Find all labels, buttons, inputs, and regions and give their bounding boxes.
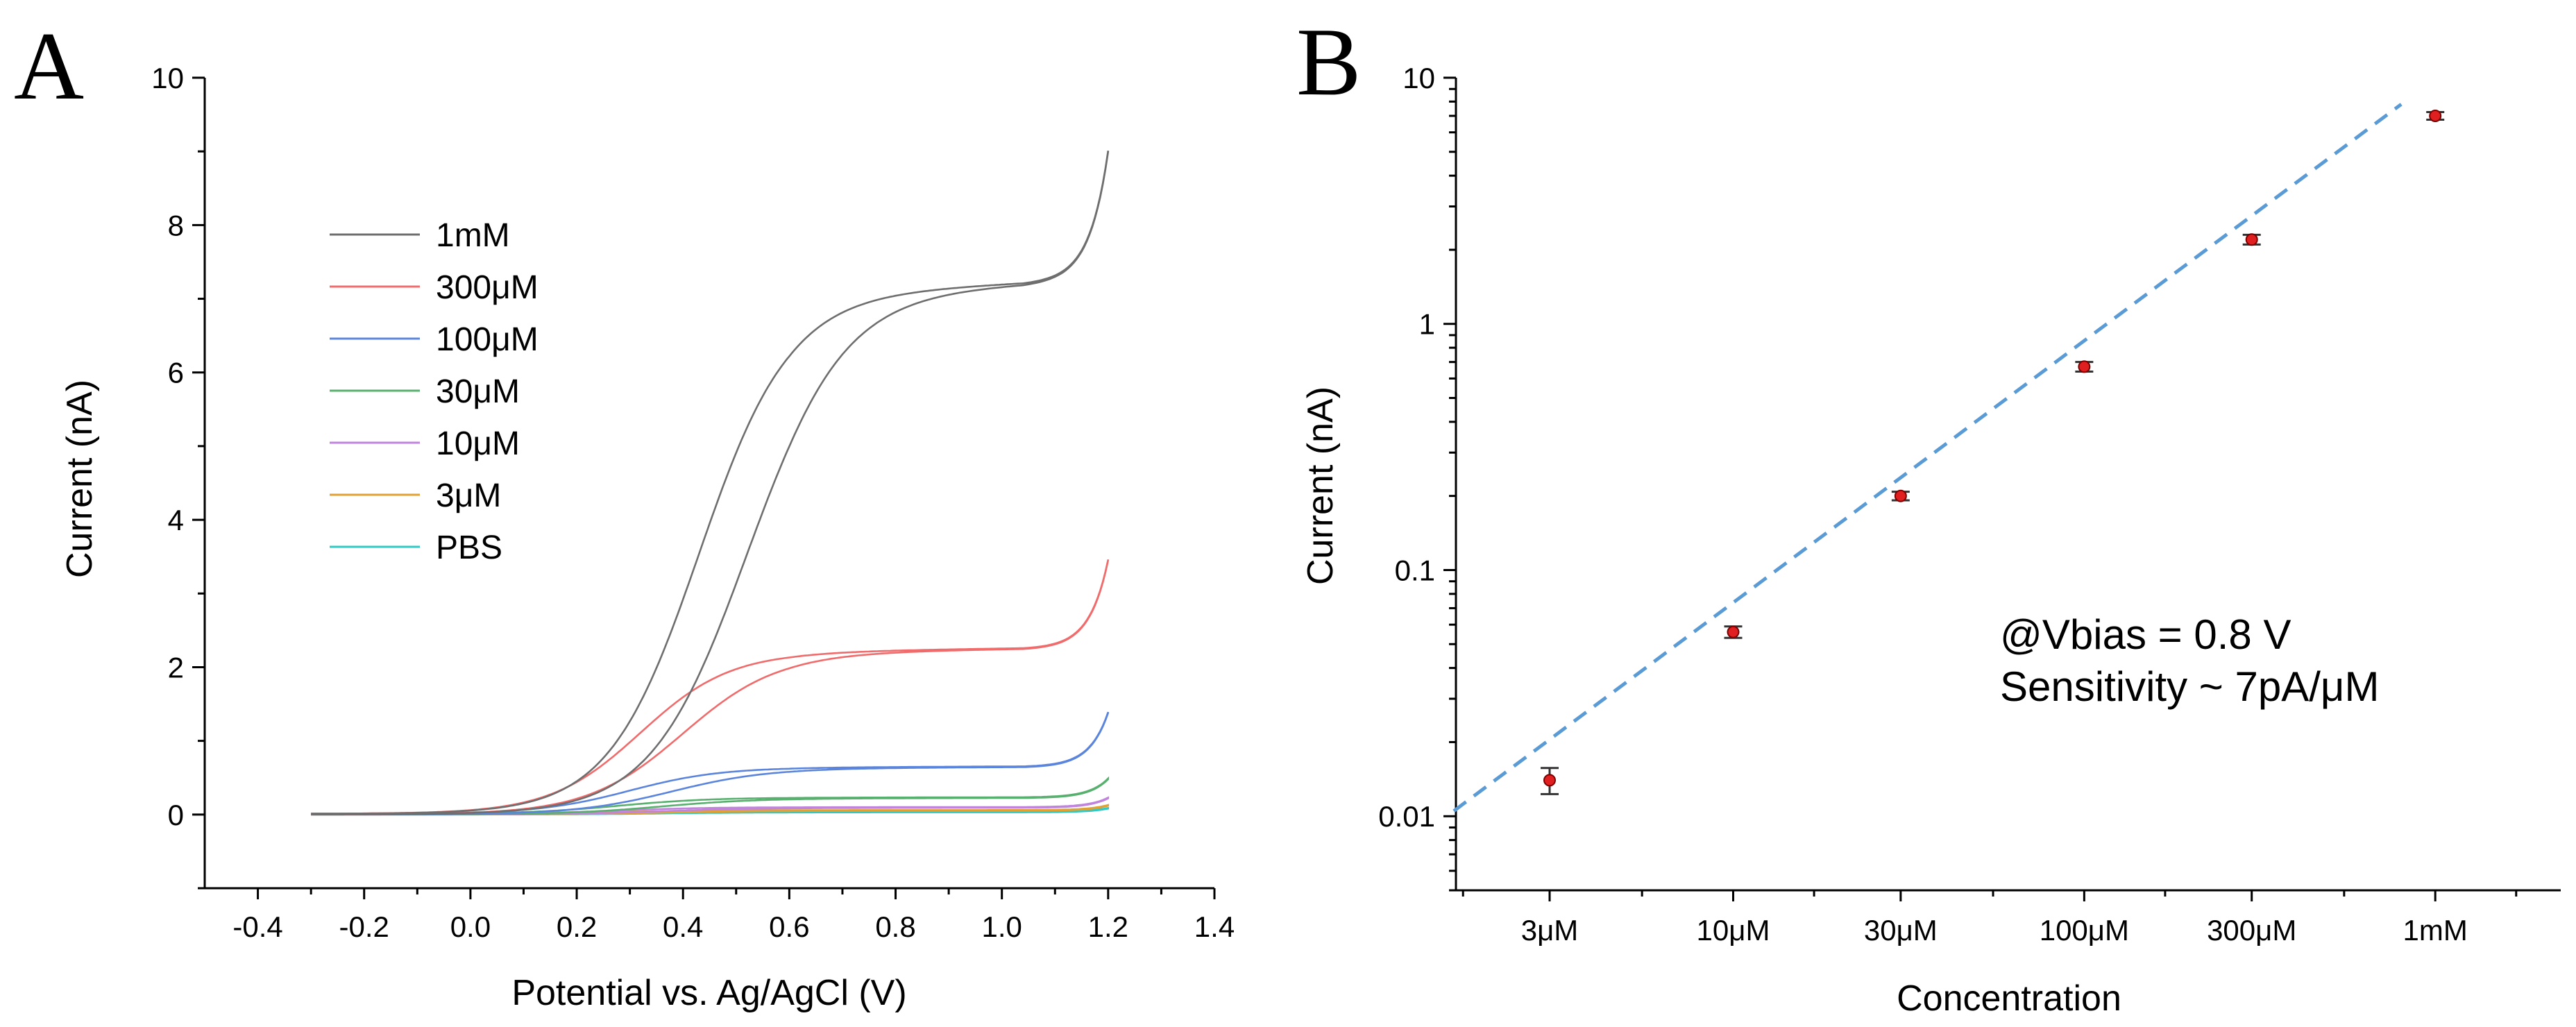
panel-a-x-axis-title: Potential vs. Ag/AgCl (V) bbox=[511, 973, 906, 1013]
panel-b-x-tick-label: 100μM bbox=[2040, 914, 2129, 947]
data-point-300um bbox=[2245, 233, 2258, 246]
panel-a-x-tick-label: 0.6 bbox=[769, 910, 809, 943]
panel-a: A -0.4 -0.2 0.0 0.2 0.4 0.6 0.8 1.0 1.2 1.4 0 2 4 6 8 1… bbox=[14, 12, 1235, 1013]
curve-1mm bbox=[311, 151, 1110, 815]
panel-a-y-axis-title: Current (nA) bbox=[60, 380, 100, 578]
legend-label-pbs: PBS bbox=[436, 529, 502, 566]
panel-a-legend: 1mM 300μM 100μM 30μM 10μM 3μM PBS bbox=[330, 217, 539, 566]
panel-b-data-points bbox=[1541, 109, 2445, 795]
panel-a-y-tick-label: 8 bbox=[168, 209, 184, 241]
panel-b-y-tick-label: 0.1 bbox=[1395, 554, 1435, 586]
panel-a-ticks bbox=[192, 76, 1216, 899]
panel-b-fit-line bbox=[1452, 103, 2403, 813]
panel-a-x-tick-label: 1.2 bbox=[1088, 910, 1128, 943]
data-point-3um bbox=[1543, 774, 1556, 787]
data-point-100um bbox=[2078, 360, 2091, 373]
panel-b-y-tick-label: 0.01 bbox=[1378, 800, 1435, 833]
panel-a-tick-labels: -0.4 -0.2 0.0 0.2 0.4 0.6 0.8 1.0 1.2 1.4 0 2 4 6 8 10 bbox=[151, 62, 1235, 943]
panel-b-annotation-bias: @Vbias = 0.8 V bbox=[2000, 611, 2291, 658]
curve-100um bbox=[311, 711, 1110, 816]
panel-b-y-axis-title: Current (nA) bbox=[1300, 387, 1341, 585]
data-point-10um bbox=[1727, 625, 1740, 638]
panel-b-ticks bbox=[1443, 76, 2518, 901]
panel-a-x-tick-label: 0.2 bbox=[557, 910, 597, 943]
panel-a-letter: A bbox=[14, 12, 84, 120]
panel-b-x-tick-label: 30μM bbox=[1864, 914, 1938, 947]
panel-b-letter: B bbox=[1296, 8, 1361, 116]
panel-a-x-tick-label: 0.8 bbox=[875, 910, 915, 943]
panel-b-x-tick-label: 10μM bbox=[1697, 914, 1770, 947]
panel-a-y-tick-label: 4 bbox=[168, 504, 184, 536]
panel-a-x-tick-label: -0.2 bbox=[339, 910, 389, 943]
panel-b-tick-labels: 0.01 0.1 1 10 3μM 10μM 30μM 100μM 300μM 1mM bbox=[1378, 62, 2468, 947]
legend-label-100um: 100μM bbox=[436, 321, 539, 358]
panel-a-x-tick-label: 0.4 bbox=[663, 910, 703, 943]
panel-a-x-tick-label: -0.4 bbox=[232, 910, 282, 943]
panel-a-x-tick-label: 1.4 bbox=[1194, 910, 1235, 943]
curve-300um bbox=[311, 559, 1110, 815]
panel-a-curves bbox=[311, 151, 1110, 816]
legend-label-3um: 3μM bbox=[436, 477, 501, 514]
panel-b-y-tick-label: 1 bbox=[1419, 308, 1435, 341]
panel-b-annotation-sensitivity: Sensitivity ~ 7pA/μM bbox=[2000, 663, 2379, 710]
legend-label-300um: 300μM bbox=[436, 269, 539, 306]
panel-a-x-tick-label: 1.0 bbox=[981, 910, 1022, 943]
panel-b: B 0.01 0.1 1 10 3μM 10μM 30μM 100μM 300μM 1mM @Vb… bbox=[1296, 8, 2561, 1019]
legend-label-1mm: 1mM bbox=[436, 217, 510, 254]
legend-label-30um: 30μM bbox=[436, 373, 520, 410]
panel-b-x-tick-label: 300μM bbox=[2207, 914, 2296, 947]
panel-a-y-tick-label: 2 bbox=[168, 651, 184, 684]
panel-a-x-tick-label: 0.0 bbox=[450, 910, 491, 943]
panel-b-x-tick-label: 3μM bbox=[1521, 914, 1579, 947]
panel-a-y-tick-label: 6 bbox=[168, 357, 184, 389]
panel-b-y-tick-label: 10 bbox=[1403, 62, 1435, 94]
panel-a-y-tick-label: 10 bbox=[151, 62, 184, 94]
data-point-1mm bbox=[2429, 109, 2442, 122]
legend-label-10um: 10μM bbox=[436, 425, 520, 462]
panel-b-x-tick-label: 1mM bbox=[2403, 914, 2468, 947]
panel-a-y-tick-label: 0 bbox=[168, 799, 184, 831]
data-point-30um bbox=[1894, 489, 1907, 502]
panel-b-x-axis-title: Concentration bbox=[1897, 978, 2121, 1019]
